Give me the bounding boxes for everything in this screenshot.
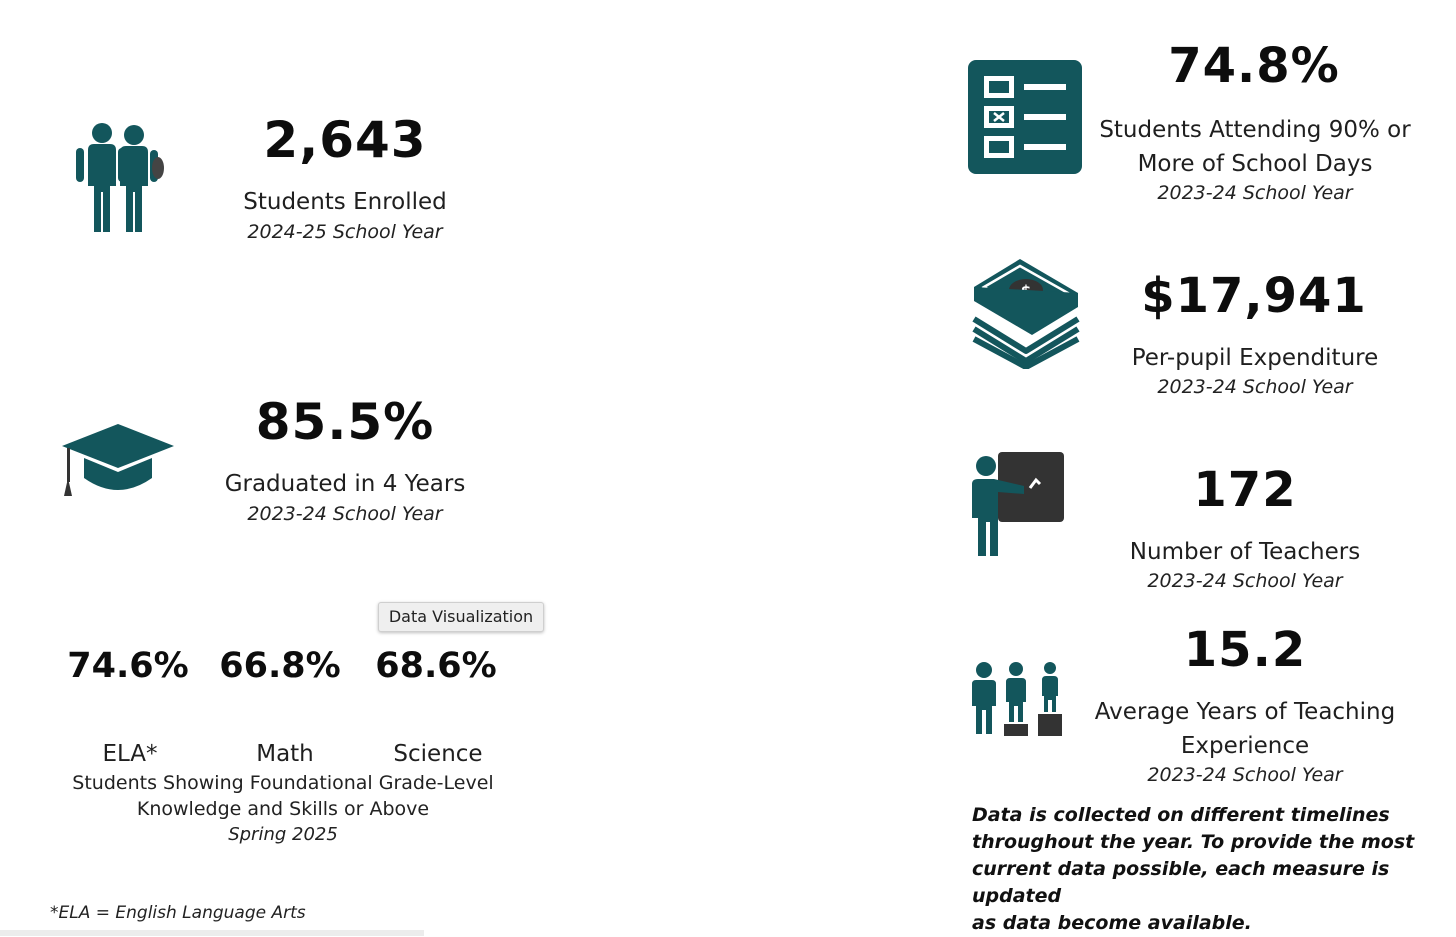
enrolled-value: 2,643 [263,111,427,169]
expenditure-year: 2023-24 School Year [1157,376,1353,398]
teachers-value: 172 [1193,462,1297,518]
experience-value: 15.2 [1183,622,1307,678]
math-value: 66.8% [219,646,341,686]
ela-subject: ELA* [102,741,158,767]
tests-description-line2: Knowledge and Skills or Above [136,798,430,820]
students-icon [70,120,166,234]
experience-label-line2: Experience [1180,733,1310,759]
bottom-divider [0,930,424,936]
note-line: current data possible, each measure is u… [972,858,1390,907]
attendance-year: 2023-24 School Year [1157,182,1353,204]
science-subject: Science [393,741,483,767]
note-line: Data is collected on different timelines [972,804,1390,826]
science-value: 68.6% [375,646,497,686]
teacher-icon [966,452,1066,558]
teachers-year: 2023-24 School Year [1147,570,1343,592]
graduated-label: Graduated in 4 Years [224,471,466,497]
enrolled-year: 2024-25 School Year [247,221,443,243]
tooltip: Data Visualization [378,602,544,632]
ela-footnote: *ELA = English Language Arts [50,903,306,923]
checklist-icon [968,60,1082,174]
attendance-value: 74.8% [1168,38,1340,94]
teachers-label: Number of Teachers [1129,539,1361,565]
graduated-year: 2023-24 School Year [247,503,443,525]
tests-year: Spring 2025 [228,824,338,845]
attendance-label-line2: More of School Days [1137,151,1373,177]
note-line: as data become available. [972,912,1252,934]
note-line: throughout the year. To provide the most [972,831,1415,853]
ela-value: 74.6% [67,646,189,686]
expenditure-value: $17,941 [1141,268,1367,324]
graduated-value: 85.5% [255,393,435,451]
tests-description-line1: Students Showing Foundational Grade-Leve… [72,772,494,794]
graduation-cap-icon [60,422,176,498]
enrolled-label: Students Enrolled [243,189,447,215]
experience-label-line1: Average Years of Teaching [1094,699,1396,725]
experience-year: 2023-24 School Year [1147,764,1343,786]
data-timeline-note: Data is collected on different timelines… [972,802,1432,937]
attendance-label-line1: Students Attending 90% or [1099,117,1411,143]
math-subject: Math [256,741,314,767]
podium-people-icon [966,660,1066,736]
expenditure-label: Per-pupil Expenditure [1131,345,1379,371]
money-stack-icon: $ [968,255,1084,369]
